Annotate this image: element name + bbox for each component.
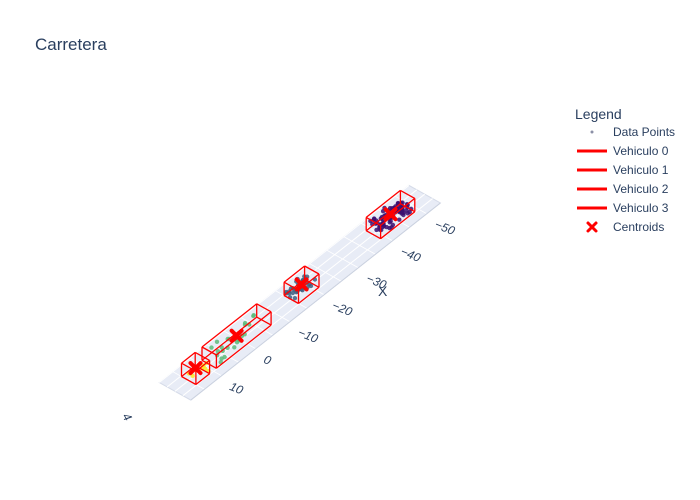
x-axis-title: X xyxy=(378,283,388,299)
data-point xyxy=(372,216,376,220)
chart-title: Carretera xyxy=(35,35,107,54)
legend-symbol-centroids xyxy=(588,223,596,231)
data-point xyxy=(397,218,401,222)
grid-line xyxy=(183,199,433,396)
legend-symbol-points xyxy=(591,131,594,134)
legend-label: Vehiculo 3 xyxy=(613,201,669,215)
data-point xyxy=(293,296,297,300)
legend-item[interactable]: Centroids xyxy=(588,220,664,234)
data-point xyxy=(391,223,395,227)
data-point xyxy=(251,314,255,318)
legend-title: Legend xyxy=(575,106,622,122)
legend-item[interactable]: Vehiculo 2 xyxy=(577,182,669,196)
legend-label: Centroids xyxy=(613,220,664,234)
data-point xyxy=(404,208,408,212)
legend-label: Data Points xyxy=(613,125,675,139)
legend-item[interactable]: Vehiculo 1 xyxy=(577,163,669,177)
x-tick-label: 10 xyxy=(228,379,246,397)
legend-item[interactable]: Vehiculo 3 xyxy=(577,201,669,215)
data-point xyxy=(374,228,378,232)
data-point xyxy=(209,345,213,349)
x-tick-label: −10 xyxy=(296,325,320,346)
legend-label: Vehiculo 2 xyxy=(613,182,669,196)
partial-axis-tick: 4 xyxy=(119,411,135,424)
x-tick-label: −20 xyxy=(330,298,354,319)
data-point xyxy=(222,355,226,359)
x-tick-label: −50 xyxy=(433,217,457,238)
legend[interactable]: Legend Data Points Vehiculo 0 Vehiculo 1 Ve… xyxy=(575,106,675,234)
legend-item[interactable]: Data Points xyxy=(591,125,676,139)
legend-item[interactable]: Vehiculo 0 xyxy=(577,144,669,158)
x-tick-label: −40 xyxy=(399,244,423,265)
legend-label: Vehiculo 1 xyxy=(613,163,669,177)
data-point xyxy=(215,340,219,344)
road-edge xyxy=(191,203,441,400)
legend-label: Vehiculo 0 xyxy=(613,144,669,158)
x-tick-label: 0 xyxy=(262,352,274,368)
data-point xyxy=(232,345,236,349)
